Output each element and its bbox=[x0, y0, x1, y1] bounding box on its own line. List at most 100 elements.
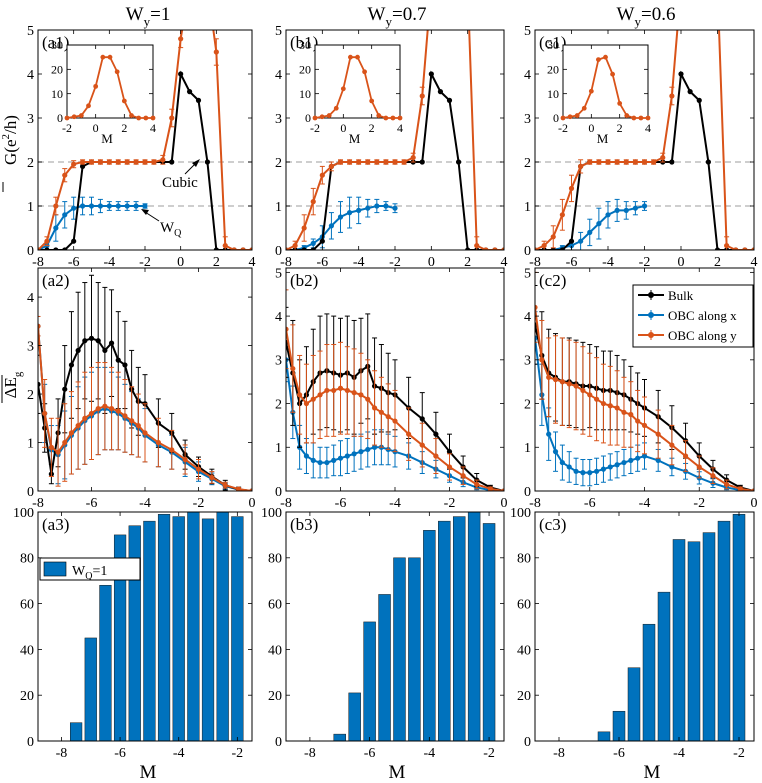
x-tick-label: 4 bbox=[397, 121, 403, 135]
data-point bbox=[742, 247, 748, 250]
x-tick-label: -4 bbox=[424, 746, 436, 761]
y-tick-label: 0 bbox=[57, 111, 63, 125]
inset-point bbox=[390, 115, 396, 121]
data-point bbox=[108, 340, 115, 346]
legend-row3: WQ=1 bbox=[39, 557, 141, 582]
bar bbox=[452, 516, 466, 741]
data-point bbox=[115, 203, 121, 209]
data-point bbox=[88, 159, 95, 165]
x-tick-label: -6 bbox=[335, 496, 347, 511]
data-point bbox=[371, 405, 378, 411]
data-point bbox=[546, 431, 552, 437]
x-title-b: M bbox=[389, 762, 406, 783]
data-point bbox=[546, 374, 552, 380]
inset-point bbox=[340, 86, 346, 92]
data-point bbox=[550, 234, 556, 240]
data-point bbox=[573, 383, 579, 389]
legend-obc-x: OBC along x bbox=[638, 308, 737, 323]
x-tick-label: 0 bbox=[249, 496, 256, 511]
svg-text:ΔEg: ΔEg bbox=[1, 371, 24, 398]
data-point bbox=[559, 212, 565, 218]
data-point bbox=[501, 247, 504, 250]
x-tick-label: 4 bbox=[150, 121, 156, 135]
data-point bbox=[365, 396, 371, 402]
data-point bbox=[160, 157, 166, 163]
data-point bbox=[129, 418, 135, 424]
series-obc-along-y bbox=[535, 271, 754, 491]
inset-xlabel: M bbox=[597, 131, 609, 146]
series-obc-along-y bbox=[286, 289, 504, 491]
inset-point bbox=[107, 54, 113, 60]
inset-point bbox=[397, 115, 403, 121]
data-point bbox=[68, 362, 75, 368]
x-tick-label: -2 bbox=[483, 746, 495, 761]
data-point bbox=[365, 446, 371, 453]
y-tick-label: 2 bbox=[524, 156, 531, 171]
bar bbox=[201, 518, 215, 741]
panel-label: (a1) bbox=[42, 33, 69, 52]
data-point bbox=[44, 247, 50, 250]
data-point bbox=[97, 203, 104, 209]
data-point bbox=[419, 416, 425, 422]
series-obc-along-y bbox=[286, 30, 504, 250]
data-point bbox=[724, 243, 730, 249]
column-title-c: Wy=0.6 bbox=[617, 4, 676, 29]
inset-point bbox=[560, 115, 566, 121]
bar bbox=[216, 512, 229, 741]
y-tick-label: 30 bbox=[547, 38, 559, 52]
row2-ylabel: ΔEg bbox=[1, 371, 24, 403]
bar bbox=[333, 733, 346, 741]
x-tick-label: 2 bbox=[369, 121, 375, 135]
data-point bbox=[392, 418, 398, 424]
inset-point bbox=[100, 54, 106, 60]
plot-area bbox=[597, 514, 746, 741]
y-tick-label: 1 bbox=[275, 200, 282, 215]
data-point bbox=[539, 357, 545, 363]
inset-point bbox=[567, 114, 573, 120]
y-tick-label: 0 bbox=[524, 244, 531, 259]
data-point bbox=[385, 414, 391, 420]
data-point bbox=[62, 172, 68, 178]
panel-label: (c3) bbox=[539, 515, 566, 534]
data-point bbox=[669, 442, 675, 448]
bar bbox=[657, 591, 671, 741]
data-point bbox=[460, 473, 466, 479]
data-point bbox=[337, 159, 344, 165]
bar bbox=[717, 520, 731, 741]
panel-label: (c1) bbox=[539, 33, 566, 52]
data-point bbox=[213, 49, 219, 55]
x-tick-label: -8 bbox=[553, 746, 565, 761]
y-tick-label: 0 bbox=[305, 111, 311, 125]
data-point bbox=[587, 159, 593, 165]
data-point bbox=[62, 439, 68, 446]
data-point bbox=[587, 229, 593, 235]
data-point bbox=[621, 459, 627, 466]
bar bbox=[482, 523, 496, 741]
data-point bbox=[696, 97, 702, 103]
y-tick-label: 2 bbox=[275, 397, 282, 412]
data-point bbox=[195, 466, 202, 472]
x-tick-label: -2 bbox=[310, 121, 320, 135]
x-tick-label: -4 bbox=[602, 255, 614, 270]
y-tick-label: 0 bbox=[275, 485, 282, 500]
data-point bbox=[660, 155, 666, 161]
data-point bbox=[600, 466, 607, 472]
data-point bbox=[446, 97, 453, 103]
y-tick-label: 20 bbox=[517, 689, 531, 704]
data-point bbox=[303, 400, 310, 407]
x-tick-label: -6 bbox=[68, 255, 80, 270]
bar bbox=[378, 594, 391, 741]
plot-area bbox=[286, 289, 504, 491]
panel-b2: (b2) -8 -6 -4 -2 0 0 1 2 3 4 5 bbox=[275, 266, 508, 511]
data-point bbox=[75, 347, 81, 354]
data-point bbox=[344, 453, 350, 459]
bar bbox=[231, 516, 244, 741]
y-tick-label: 80 bbox=[20, 552, 34, 567]
inset-point bbox=[319, 114, 325, 120]
series-obc-along-y bbox=[38, 30, 252, 250]
y-tick-label: 2 bbox=[524, 397, 531, 412]
axes-box bbox=[534, 511, 755, 742]
data-point bbox=[751, 247, 754, 250]
bar bbox=[348, 692, 361, 741]
